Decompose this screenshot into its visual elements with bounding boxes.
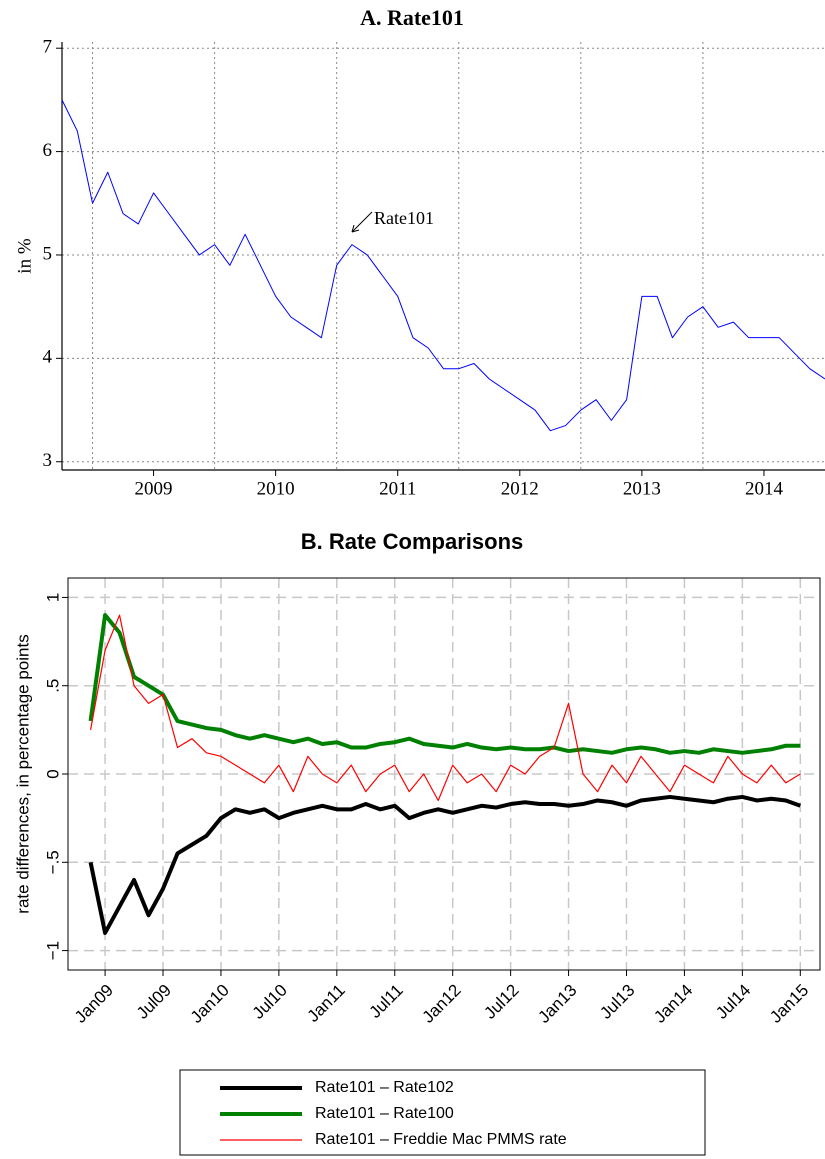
y-tick-label: 0	[43, 769, 62, 778]
x-tick-label: 2013	[623, 478, 661, 499]
x-tick-label: 2012	[501, 478, 539, 499]
y-tick-label: 6	[43, 140, 53, 161]
x-tick-label: Jul13	[596, 981, 638, 1023]
y-tick-label: 4	[43, 347, 53, 368]
panel-b: B. Rate Comparisons rate differences, in …	[13, 529, 821, 1156]
chart-title: B. Rate Comparisons	[301, 529, 524, 554]
series-line	[89, 614, 801, 802]
x-tick-label: Jan11	[304, 981, 349, 1026]
x-tick-label: Jan09	[71, 981, 117, 1027]
plot-frame	[67, 577, 821, 971]
x-tick-label: Jul12	[480, 981, 522, 1023]
x-tick-label: Jul11	[365, 981, 406, 1022]
x-tick-label: Jan14	[650, 981, 696, 1027]
series-line	[61, 99, 825, 432]
x-tick-label: 2009	[135, 478, 173, 499]
series-line	[88, 794, 801, 935]
x-tick-label: Jul14	[712, 981, 754, 1023]
series-line	[88, 613, 801, 755]
legend-label: Rate101 – Rate100	[315, 1105, 454, 1122]
y-tick-label: 5	[43, 243, 53, 264]
annotation-arrowhead	[351, 224, 360, 233]
x-tick-label: Jan13	[534, 981, 580, 1027]
legend-label: Rate101 – Rate102	[315, 1079, 454, 1096]
x-tick-label: Jul10	[249, 981, 291, 1023]
x-tick-label: 2011	[379, 478, 416, 499]
x-tick-label: Jan12	[418, 981, 464, 1027]
legend-label: Rate101 – Freddie Mac PMMS rate	[315, 1131, 567, 1148]
annotation: Rate101	[374, 208, 434, 228]
y-tick-label: 7	[43, 37, 53, 58]
y-tick-label: 1	[43, 593, 62, 602]
y-tick-label: .5	[43, 679, 62, 693]
chart-title: A. Rate101	[360, 5, 464, 30]
y-axis-label: rate differences, in percentage points	[13, 634, 32, 913]
y-axis-label: in %	[14, 238, 35, 274]
x-tick-label: Jan15	[766, 981, 812, 1027]
panel-a: A. Rate101 in % 3 4 5 6 7 2009 2010 2011 2012 2013 2…	[14, 5, 825, 499]
x-tick-label: Jul09	[133, 981, 175, 1023]
y-tick-label: 3	[43, 450, 53, 471]
x-tick-label: 2010	[257, 478, 295, 499]
x-tick-label: 2014	[745, 478, 784, 499]
y-tick-label: −.5	[43, 850, 62, 874]
x-tick-label: Jan10	[187, 981, 233, 1027]
annotation-arrow	[351, 211, 373, 233]
y-tick-label: −1	[43, 941, 62, 960]
